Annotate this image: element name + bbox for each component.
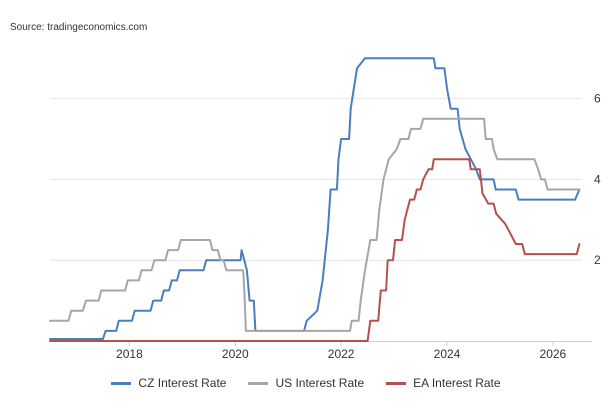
legend-item-us[interactable]: US Interest Rate <box>248 376 364 390</box>
x-tick-label: 2020 <box>222 347 249 361</box>
legend-label-cz: CZ Interest Rate <box>138 376 227 390</box>
y-tick-label: 2 <box>594 253 601 267</box>
series-lines <box>49 57 581 342</box>
legend-swatch-ea <box>386 381 407 385</box>
legend-label-us: US Interest Rate <box>275 376 365 390</box>
grid-lines <box>50 98 592 342</box>
line-chart: 2 4 6 2018 2020 2022 2024 2026 <box>49 57 601 361</box>
legend-item-cz[interactable]: CZ Interest Rate <box>111 376 226 390</box>
x-tick-label: 2018 <box>116 347 143 361</box>
source-label: Source: tradingeconomics.com <box>10 22 148 33</box>
x-tick-labels: 2018 2020 2022 2024 2026 <box>116 341 567 361</box>
series-line-us <box>49 117 581 332</box>
legend: CZ Interest Rate US Interest Rate EA Int… <box>0 376 612 390</box>
y-tick-label: 4 <box>594 172 601 186</box>
legend-swatch-cz <box>111 381 132 385</box>
x-tick-label: 2026 <box>540 347 567 361</box>
y-tick-label: 6 <box>594 92 601 106</box>
legend-label-ea: EA Interest Rate <box>413 376 501 390</box>
series-line-cz <box>49 57 581 340</box>
series-line-ea <box>49 158 581 342</box>
x-tick-label: 2024 <box>434 347 461 361</box>
legend-swatch-us <box>248 381 269 385</box>
legend-item-ea[interactable]: EA Interest Rate <box>386 376 501 390</box>
y-tick-labels: 2 4 6 <box>594 92 601 268</box>
x-tick-label: 2022 <box>328 347 355 361</box>
